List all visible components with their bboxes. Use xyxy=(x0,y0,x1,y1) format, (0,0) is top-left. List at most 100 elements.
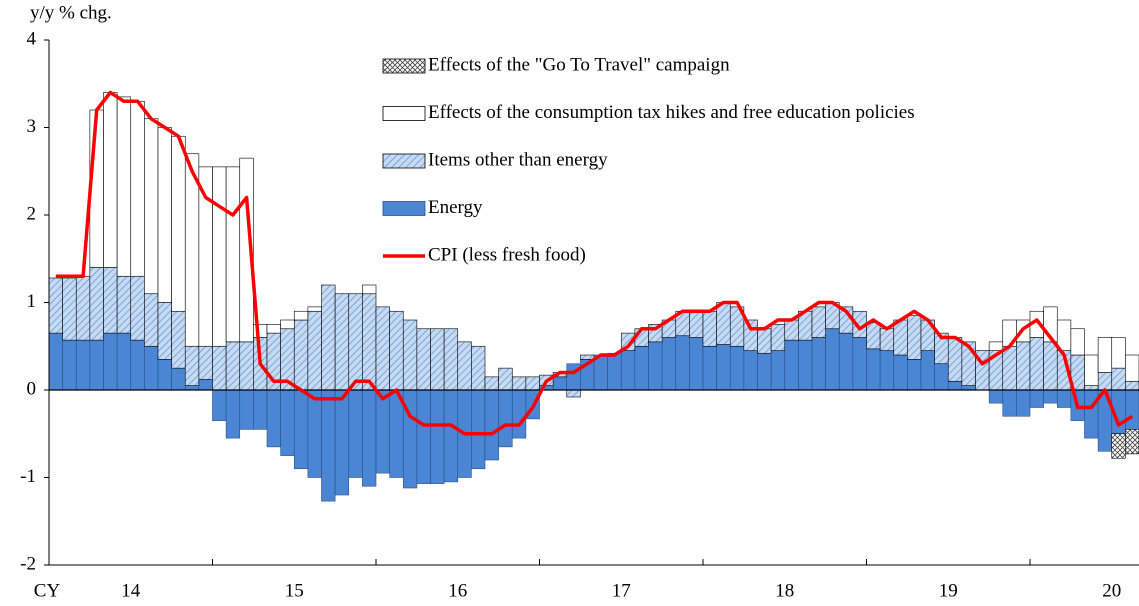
bar-segment xyxy=(580,354,595,360)
bar-segment xyxy=(293,389,309,470)
bar-segment xyxy=(375,306,390,391)
bar-segment xyxy=(225,389,241,439)
bar-segment xyxy=(1125,389,1139,430)
bar-segment xyxy=(675,335,690,391)
bar-segment xyxy=(866,322,881,350)
bar-segment xyxy=(280,319,295,330)
bar-segment xyxy=(1125,380,1139,391)
bar-segment xyxy=(1056,389,1072,408)
bar-segment xyxy=(988,341,1004,351)
bar-segment xyxy=(988,389,1004,404)
bar-segment xyxy=(798,339,813,391)
bar-segment xyxy=(293,319,309,391)
bar-segment xyxy=(893,319,908,356)
bar-segment xyxy=(375,389,390,474)
legend-swatch xyxy=(382,153,426,169)
bar-segment xyxy=(348,389,363,478)
bar-segment xyxy=(1016,341,1031,391)
bar-segment xyxy=(525,376,540,391)
legend-label: CPI (less fresh food) xyxy=(428,244,586,265)
legend-label: Energy xyxy=(428,197,483,218)
bar-segment xyxy=(566,389,581,398)
bar-segment xyxy=(689,310,704,338)
bar-segment xyxy=(920,350,935,391)
bar-segment xyxy=(157,359,172,391)
bar-segment xyxy=(1016,389,1031,417)
bar-segment xyxy=(266,324,281,334)
bar-segment xyxy=(457,341,472,391)
bar-segment xyxy=(321,284,336,391)
bar-segment xyxy=(144,293,159,347)
legend-label: Items other than energy xyxy=(428,149,608,170)
y-tick-label: 1 xyxy=(27,291,37,312)
y-tick-label: 3 xyxy=(27,116,37,137)
bar-segment xyxy=(471,389,486,470)
bar-segment xyxy=(511,389,527,439)
bar-segment xyxy=(1111,433,1126,459)
bar-segment xyxy=(157,127,172,303)
bar-segment xyxy=(1111,337,1126,369)
bar-segment xyxy=(907,359,922,391)
legend-swatch xyxy=(382,58,426,74)
bar-segment xyxy=(239,341,254,391)
bar-segment xyxy=(689,337,704,391)
bar-segment xyxy=(1029,389,1044,408)
bar-segment xyxy=(184,385,200,391)
bar-segment xyxy=(62,277,77,341)
bar-segment xyxy=(947,380,963,391)
bar-segment xyxy=(307,310,322,391)
bar-segment xyxy=(116,275,132,334)
bar-segment xyxy=(784,339,799,391)
x-tick-label: 15 xyxy=(285,580,304,601)
bar-segment xyxy=(947,337,963,382)
bar-segment xyxy=(362,293,377,391)
legend-label: Effects of the "Go To Travel" campaign xyxy=(428,54,730,75)
x-tick-label: 14 xyxy=(121,580,141,601)
bar-segment xyxy=(1043,341,1058,391)
bar-segment xyxy=(157,302,172,360)
bar-segment xyxy=(838,332,854,391)
legend-swatch xyxy=(382,201,426,216)
bar-segment xyxy=(1084,389,1099,439)
bar-segment xyxy=(1084,385,1099,391)
bar-segment xyxy=(89,267,104,341)
bar-segment xyxy=(498,389,513,448)
bar-segment xyxy=(634,345,649,391)
bar-segment xyxy=(171,310,186,369)
bar-segment xyxy=(212,345,227,391)
bar-segment xyxy=(716,302,731,345)
y-tick-label: -1 xyxy=(20,466,36,487)
bar-segment xyxy=(1084,354,1099,386)
bar-segment xyxy=(1029,337,1044,391)
bar-segment xyxy=(348,293,363,391)
bar-segment xyxy=(307,306,322,312)
bar-segment xyxy=(443,389,459,483)
bar-segment xyxy=(389,310,404,391)
bar-segment xyxy=(1125,429,1139,455)
bar-segment xyxy=(130,100,145,277)
bar-segment xyxy=(1070,328,1085,356)
bar-segment xyxy=(716,344,731,391)
bar-segment xyxy=(75,275,91,341)
bar-segment xyxy=(811,337,826,391)
bar-segment xyxy=(648,341,663,391)
bar-segment xyxy=(1002,389,1017,417)
bar-segment xyxy=(757,328,772,354)
bar-segment xyxy=(239,389,254,430)
bar-segment xyxy=(729,345,745,391)
bar-segment xyxy=(430,328,445,391)
bar-segment xyxy=(75,339,91,391)
legend-swatch xyxy=(382,106,426,121)
bar-segment xyxy=(198,379,213,391)
bar-segment xyxy=(443,328,459,391)
bar-segment xyxy=(784,319,799,341)
bar-segment xyxy=(757,352,772,391)
bar-segment xyxy=(225,341,241,391)
bar-segment xyxy=(212,389,227,421)
bar-segment xyxy=(484,389,499,461)
bar-segment xyxy=(334,389,350,496)
bar-segment xyxy=(144,345,159,391)
bar-segment xyxy=(743,350,758,391)
y-axis-label: y/y % chg. xyxy=(30,2,112,23)
